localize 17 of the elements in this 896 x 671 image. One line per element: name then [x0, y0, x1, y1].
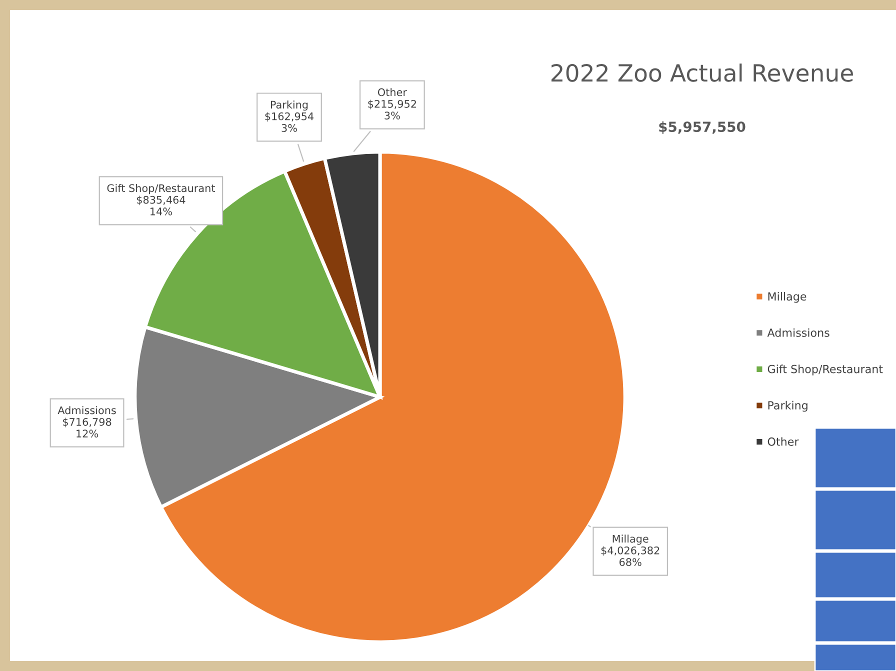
- legend-label: Admissions: [767, 328, 830, 337]
- data-label: $835,464 14%: [136, 196, 186, 216]
- slice-label: Other: [378, 88, 407, 96]
- data-label: $215,952 3%: [368, 100, 416, 120]
- slice-label: Admissions: [58, 406, 116, 414]
- legend-label: Other: [768, 437, 799, 446]
- slice-label: Millage: [612, 534, 648, 545]
- data-label: $4,026,382 68%: [601, 546, 660, 566]
- slice-label: Parking: [270, 100, 308, 111]
- legend-label: Millage: [768, 292, 806, 303]
- text: $5,957,550: [659, 121, 746, 134]
- slice-label: Gift Shop/Restaurant: [107, 184, 216, 194]
- chart-title: 2022 Zoo Actual Revenue: [551, 64, 853, 82]
- data-label: $716,798 12%: [63, 418, 112, 438]
- legend-label: Parking: [768, 400, 808, 412]
- legend-label: Gift Shop/Restaurant: [768, 364, 883, 376]
- data-label: $162,954 3%: [265, 112, 314, 132]
